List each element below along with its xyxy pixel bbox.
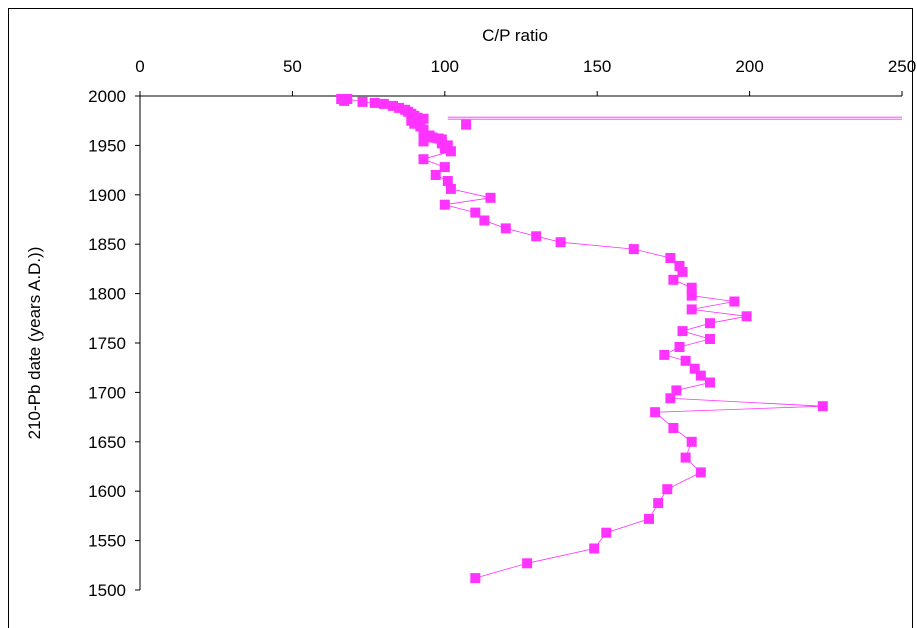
data-point (705, 318, 715, 329)
data-point (662, 484, 673, 495)
data-point (439, 162, 450, 173)
x-axis-title: C/P ratio (482, 26, 548, 45)
data-point (677, 326, 688, 337)
data-point (342, 94, 353, 104)
data-point (442, 176, 453, 186)
data-point (500, 223, 511, 234)
series-line (340, 98, 823, 579)
data-point (378, 98, 389, 109)
data-point (686, 290, 697, 301)
data-point (388, 100, 398, 111)
data-point (659, 349, 670, 360)
y-tick-label: 1700 (88, 383, 126, 402)
data-point (394, 102, 405, 113)
data-point (665, 393, 676, 404)
data-point (531, 231, 542, 242)
data-point (671, 385, 682, 396)
data-point (650, 407, 661, 418)
data-point (729, 296, 740, 307)
data-point (485, 192, 496, 203)
data-point (668, 423, 679, 433)
data-point (686, 436, 697, 447)
data-point (628, 244, 639, 255)
y-tick-label: 1900 (88, 186, 126, 205)
x-tick-label: 50 (283, 57, 302, 76)
y-axis-title: 210-Pb date (years A.D.)) (25, 247, 44, 440)
y-tick-label: 1550 (88, 532, 126, 551)
data-point (418, 113, 429, 124)
data-point (418, 128, 429, 139)
data-point (674, 260, 685, 271)
data-point (817, 401, 828, 412)
data-point (522, 558, 533, 569)
data-point (445, 183, 456, 194)
data-point (470, 207, 481, 218)
x-tick-label: 250 (888, 57, 916, 76)
data-point (409, 118, 420, 129)
chart-frame (8, 8, 913, 628)
data-point (470, 573, 481, 584)
data-point (418, 136, 429, 147)
y-tick-label: 1600 (88, 482, 126, 501)
data-point (695, 370, 706, 381)
data-point (445, 146, 456, 157)
data-point (680, 452, 691, 463)
data-point (668, 274, 679, 285)
data-point (357, 96, 368, 107)
data-point (461, 119, 472, 130)
y-tick-label: 2000 (88, 87, 126, 106)
data-point (677, 266, 688, 277)
data-point (555, 237, 566, 248)
x-tick-label: 200 (735, 57, 763, 76)
y-tick-label: 1500 (88, 581, 126, 600)
data-point (412, 112, 423, 123)
x-tick-label: 0 (135, 57, 144, 76)
y-tick-label: 1650 (88, 433, 126, 452)
data-point (430, 170, 441, 180)
x-tick-label: 100 (431, 57, 459, 76)
data-point (695, 467, 706, 478)
data-point (479, 215, 490, 226)
x-tick-label: 150 (583, 57, 611, 76)
data-point (427, 132, 438, 143)
data-point (705, 334, 715, 344)
offscale-series-line (447, 116, 902, 120)
data-point (705, 377, 715, 388)
data-point (665, 253, 676, 263)
data-point (686, 282, 697, 293)
data-point (674, 342, 685, 352)
data-point (369, 97, 380, 108)
data-point (653, 498, 664, 509)
data-point (439, 143, 450, 154)
data-point (418, 154, 429, 165)
data-point (601, 527, 612, 538)
y-tick-label: 1850 (88, 235, 126, 254)
data-point (686, 304, 697, 315)
y-tick-label: 1950 (88, 136, 126, 155)
data-point (439, 199, 450, 210)
data-point (680, 355, 691, 366)
data-point (741, 311, 752, 322)
plot-area: 0 50 100 150 200 250 1500 1550 1600 1650 1700 1750 1… (88, 57, 916, 600)
data-point (589, 543, 600, 554)
data-point (689, 363, 700, 374)
y-tick-label: 1800 (88, 285, 126, 304)
data-point (644, 513, 654, 524)
y-tick-label: 1750 (88, 334, 126, 353)
